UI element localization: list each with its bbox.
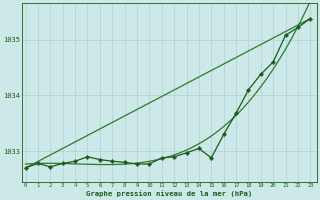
X-axis label: Graphe pression niveau de la mer (hPa): Graphe pression niveau de la mer (hPa): [86, 190, 252, 197]
